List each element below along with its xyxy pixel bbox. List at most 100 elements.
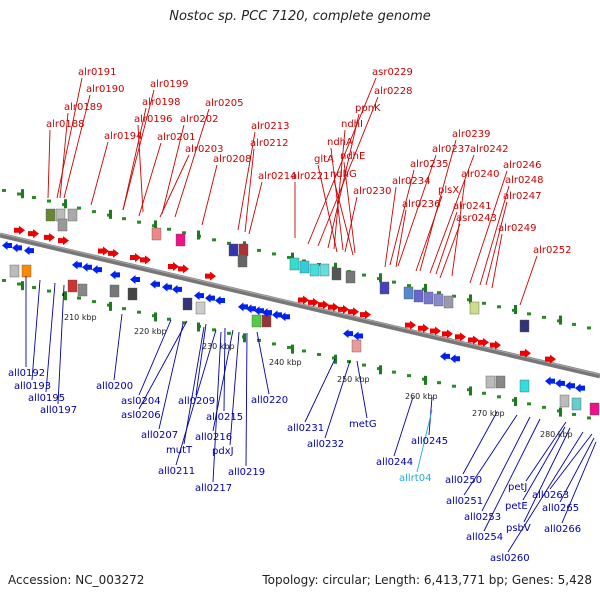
forward-gene-arrow bbox=[130, 253, 141, 263]
track-tick-mark bbox=[334, 262, 337, 272]
forward-gene-label: alr0188 bbox=[46, 119, 84, 130]
feature-block bbox=[175, 233, 186, 247]
top-dotted-track-dot bbox=[587, 326, 591, 330]
reverse-gene-arrow bbox=[172, 284, 182, 294]
kbp-tick-label: 240 kbp bbox=[269, 358, 302, 367]
reverse-gene-leader-line bbox=[229, 331, 240, 446]
forward-gene-arrow bbox=[545, 354, 556, 364]
reverse-gene-label: all0216 bbox=[195, 432, 232, 443]
reverse-gene-arrow bbox=[343, 329, 353, 339]
forward-gene-label: alr0237 bbox=[432, 144, 470, 155]
forward-gene-arrow bbox=[308, 297, 319, 307]
forward-gene-label: alr0252 bbox=[533, 245, 571, 256]
gene-arrows bbox=[2, 225, 585, 393]
reverse-gene-label: all0219 bbox=[228, 467, 265, 478]
forward-gene-leader-line bbox=[56, 77, 83, 199]
reverse-gene-leader-line bbox=[183, 326, 205, 445]
top-dotted-track-dot bbox=[542, 315, 546, 319]
reverse-gene-arrow bbox=[565, 381, 575, 391]
reverse-gene-arrow bbox=[82, 262, 92, 272]
feature-block bbox=[571, 397, 582, 411]
top-dotted-track-dot bbox=[497, 305, 501, 309]
forward-gene-leader-line bbox=[317, 96, 379, 247]
bottom-dotted-track-dot bbox=[122, 307, 126, 311]
top-dotted-track-dot bbox=[572, 322, 576, 326]
top-dotted-track-dot bbox=[272, 252, 276, 256]
kbp-ticks: 210 kbp 220 kbp 230 kbp 240 kbp 250 kbp 260 k… bbox=[64, 313, 573, 439]
top-dotted-track-dot bbox=[47, 199, 51, 203]
reverse-gene-label: all0197 bbox=[40, 405, 77, 416]
feature-block bbox=[469, 301, 480, 315]
bottom-dotted-track-dot bbox=[572, 412, 576, 416]
track-tick-mark bbox=[197, 322, 200, 332]
reverse-gene-leader-line bbox=[195, 323, 207, 396]
reverse-gene-arrow bbox=[205, 293, 215, 303]
track-tick-mark bbox=[379, 273, 382, 283]
track-tick-mark bbox=[154, 312, 157, 322]
reverse-gene-label: asl0260 bbox=[490, 553, 530, 564]
reverse-gene-label: petJ bbox=[508, 482, 527, 493]
forward-gene-arrow bbox=[455, 332, 466, 342]
track-tick-mark bbox=[243, 333, 246, 343]
forward-gene-label: alr0203 bbox=[185, 144, 223, 155]
forward-gene-label: alr0234 bbox=[392, 176, 430, 187]
forward-gene-arrow bbox=[360, 310, 371, 320]
bottom-dotted-track-dot bbox=[2, 278, 6, 282]
track-tick-mark bbox=[64, 291, 67, 301]
forward-gene-leader-line bbox=[389, 169, 415, 266]
forward-gene-arrow bbox=[14, 225, 25, 235]
top-dotted-track-dot bbox=[527, 312, 531, 316]
reverse-gene-label: asl0206 bbox=[121, 410, 161, 421]
backbone-highlight bbox=[0, 233, 600, 375]
track-tick-mark bbox=[559, 315, 562, 325]
reverse-gene-leader-line bbox=[525, 421, 567, 482]
reverse-gene-label: all0254 bbox=[466, 532, 503, 543]
reverse-gene-arrow bbox=[150, 279, 160, 289]
forward-gene-label: alr0199 bbox=[150, 79, 188, 90]
feature-blocks bbox=[9, 208, 600, 416]
track-tick-mark bbox=[109, 301, 112, 311]
reverse-gene-arrow bbox=[72, 260, 82, 270]
track-tick-mark bbox=[21, 189, 24, 199]
bottom-dotted-track-dot bbox=[497, 395, 501, 399]
reverse-gene-label: all0232 bbox=[307, 439, 344, 450]
feature-block bbox=[319, 263, 330, 277]
reverse-gene-leader-line bbox=[561, 441, 597, 524]
top-dotted-track-dot bbox=[77, 206, 81, 210]
feature-block bbox=[151, 227, 162, 241]
forward-gene-arrow bbox=[468, 335, 479, 345]
forward-gene-label: ndhG bbox=[330, 169, 357, 180]
forward-gene-leader-line bbox=[395, 209, 407, 268]
reverse-gene-label: all0195 bbox=[28, 393, 65, 404]
reverse-gene-arrow bbox=[215, 296, 225, 306]
forward-gene-label: alr0194 bbox=[104, 131, 142, 142]
track-tick-mark bbox=[469, 386, 472, 396]
forward-gene-leader-line bbox=[244, 148, 255, 233]
forward-gene-label: alr0246 bbox=[503, 160, 541, 171]
top-dotted-track-dot bbox=[407, 284, 411, 288]
top-dotted-track-dot bbox=[392, 280, 396, 284]
feature-block bbox=[495, 375, 506, 389]
feature-block bbox=[299, 260, 310, 274]
reverse-gene-leader-line bbox=[256, 331, 270, 395]
reverse-gene-leader-line bbox=[523, 427, 571, 523]
forward-gene-arrow bbox=[348, 307, 359, 317]
forward-gene-arrow bbox=[418, 323, 429, 333]
track-tick-mark bbox=[469, 294, 472, 304]
forward-gene-label: alr0240 bbox=[461, 169, 499, 180]
forward-gene-leader-line bbox=[159, 154, 190, 218]
forward-gene-leader-line bbox=[333, 129, 346, 250]
map-title: Nostoc sp. PCC 7120, complete genome bbox=[169, 9, 431, 24]
forward-gene-leader-line bbox=[415, 195, 443, 272]
feature-block bbox=[238, 243, 249, 257]
top-dotted-track-dot bbox=[452, 294, 456, 298]
forward-gene-arrow bbox=[520, 348, 531, 358]
feature-block bbox=[237, 254, 248, 268]
forward-gene-arrow bbox=[178, 264, 189, 274]
top-dotted-track-dot bbox=[32, 196, 36, 200]
bottom-dotted-track-dot bbox=[167, 317, 171, 321]
forward-gene-label: plsX bbox=[438, 185, 459, 196]
forward-gene-label: asr0243 bbox=[456, 213, 497, 224]
track-tick-mark bbox=[21, 281, 24, 291]
